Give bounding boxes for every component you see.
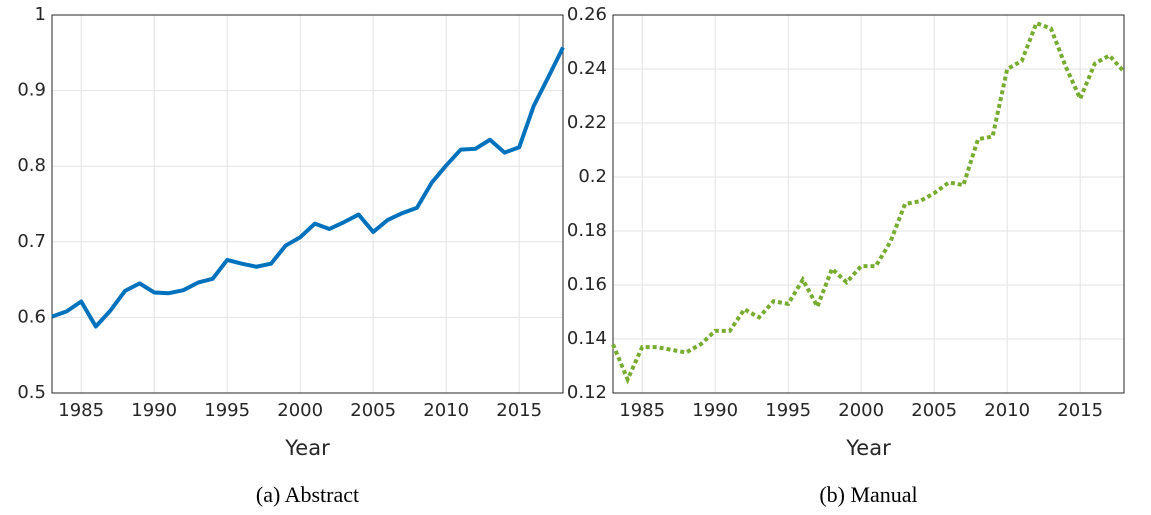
x-tick-label: 1990 xyxy=(692,400,738,421)
plot-area xyxy=(613,15,1124,393)
y-tick-label: 1 xyxy=(35,4,46,25)
x-tick-label: 2010 xyxy=(423,400,469,421)
data-line xyxy=(611,20,1126,385)
x-tick-label: 1990 xyxy=(131,400,177,421)
x-tick-label: 2005 xyxy=(911,400,957,421)
y-tick-label: 0.16 xyxy=(567,274,607,295)
x-tick-label: 1995 xyxy=(765,400,811,421)
y-tick-label: 0.24 xyxy=(567,58,607,79)
y-tick-label: 0.12 xyxy=(567,382,607,403)
y-tick-label: 0.6 xyxy=(17,306,46,327)
y-tick-label: 0.2 xyxy=(578,166,607,187)
y-tick-label: 0.5 xyxy=(17,382,46,403)
x-axis-label: Year xyxy=(284,436,330,460)
caption: (a) Abstract xyxy=(256,482,359,507)
x-tick-label: 2015 xyxy=(496,400,542,421)
x-tick-label: 2015 xyxy=(1057,400,1103,421)
plot-area xyxy=(52,15,563,393)
y-tick-label: 0.18 xyxy=(567,220,607,241)
x-tick-label: 2000 xyxy=(277,400,323,421)
y-tick-label: 0.22 xyxy=(567,112,607,133)
caption: (b) Manual xyxy=(819,482,917,507)
x-tick-label: 2005 xyxy=(350,400,396,421)
y-tick-label: 0.7 xyxy=(17,231,46,252)
y-tick-label: 0.8 xyxy=(17,155,46,176)
axes-frame xyxy=(51,14,564,394)
x-tick-label: 2010 xyxy=(984,400,1030,421)
x-tick-label: 1995 xyxy=(204,400,250,421)
y-tick-label: 0.9 xyxy=(17,80,46,101)
y-tick-label: 0.26 xyxy=(567,4,607,25)
x-axis-label: Year xyxy=(845,436,891,460)
y-tick-label: 0.14 xyxy=(567,328,607,349)
x-tick-label: 1985 xyxy=(619,400,665,421)
axes-frame xyxy=(612,14,1125,394)
x-tick-label: 1985 xyxy=(58,400,104,421)
data-line xyxy=(51,46,565,329)
x-tick-label: 2000 xyxy=(838,400,884,421)
